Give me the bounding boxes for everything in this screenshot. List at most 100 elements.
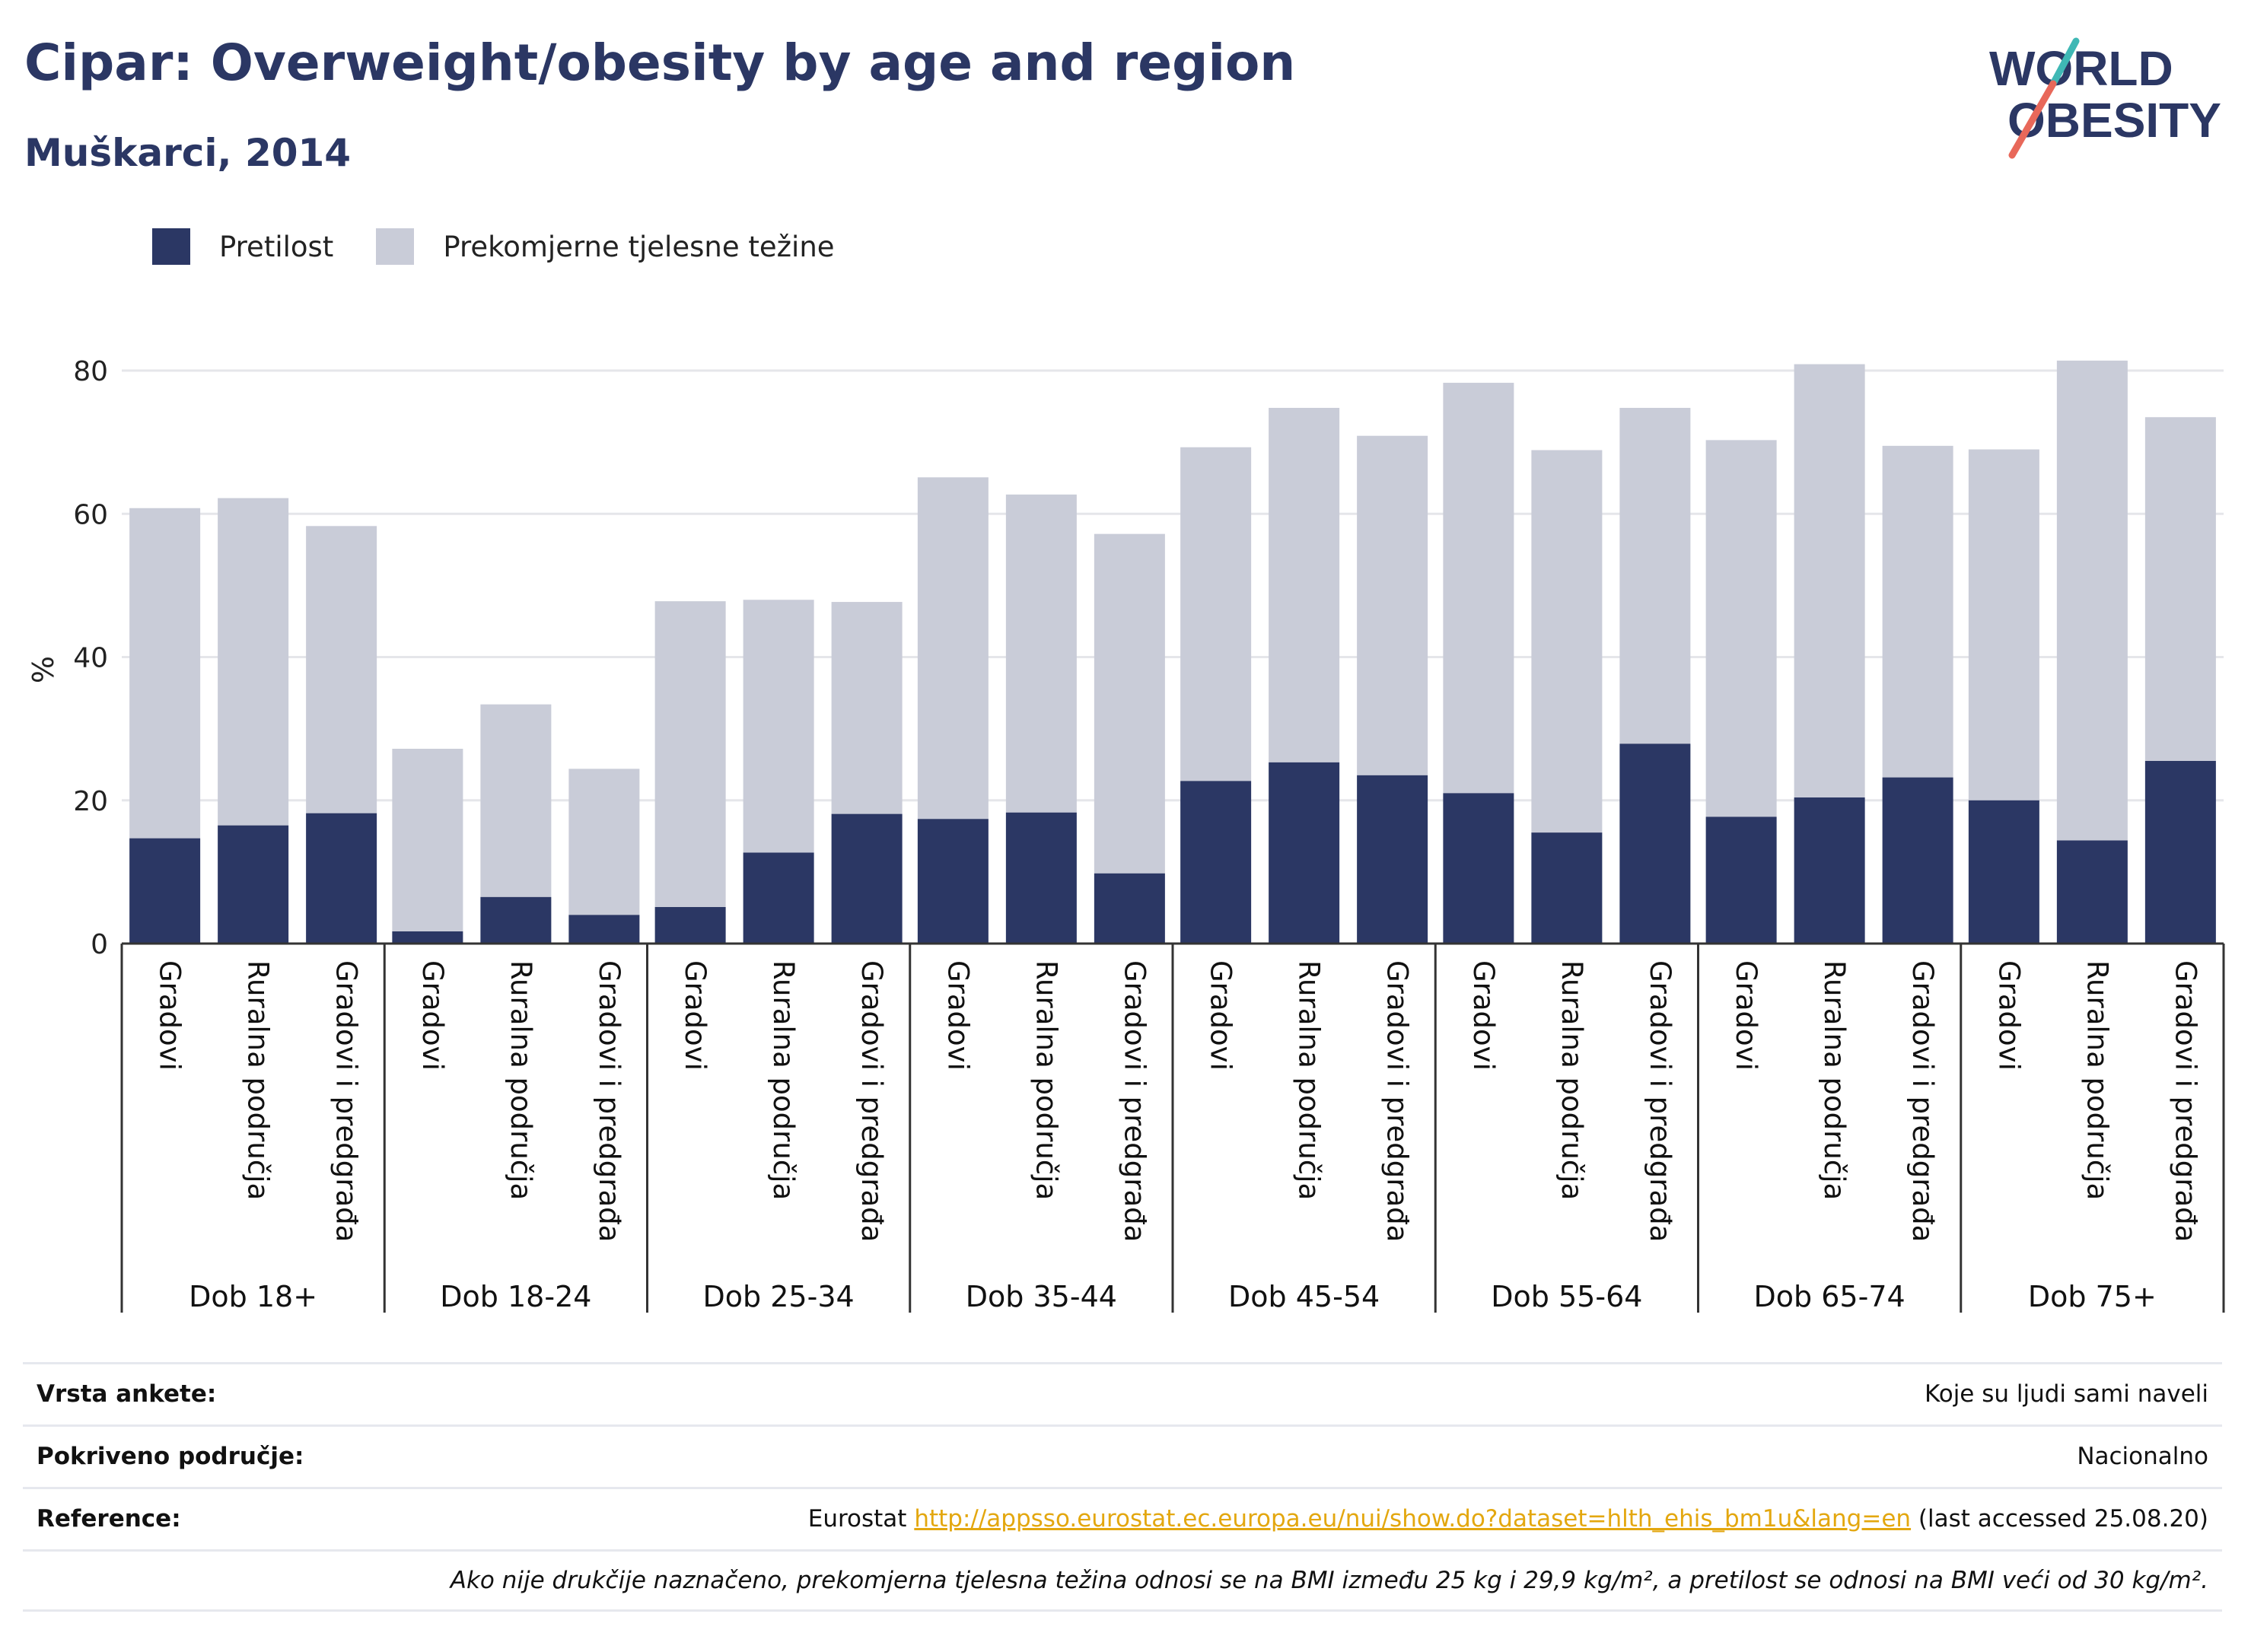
x-category-label: Gradovi [1467,960,1500,1071]
bar-overweight [1357,435,1428,775]
bar-overweight [2056,360,2128,841]
bar-obesity [1094,873,1165,944]
legend-item-overweight[interactable]: Prekomjerne tjelesne težine [376,228,835,265]
bar-overweight [568,769,640,915]
x-group-label: Dob 65-74 [1754,1280,1906,1313]
bar-obesity [480,896,552,944]
bar-obesity [1005,812,1077,944]
survey-type-value: Koje su ljudi sami naveli [1924,1380,2208,1408]
x-category-label: Gradovi [416,960,449,1071]
page-title: Cipar: Overweight/obesity by age and reg… [24,33,1296,92]
bar-obesity [1882,777,1953,944]
meta-row-coverage: Pokriveno područje: Nacionalno [23,1424,2222,1485]
y-tick-label: 0 [91,929,108,960]
bar-obesity [917,819,989,944]
x-category-label: Ruralna područja [2081,960,2113,1200]
bar-overweight [1005,494,1077,813]
reference-link[interactable]: http://appsso.eurostat.ec.europa.eu/nui/… [914,1504,1912,1533]
bar-obesity [1794,797,1865,944]
bar-overweight [1531,450,1603,833]
legend-label-obesity: Pretilost [219,230,334,263]
legend-swatch-overweight [376,228,415,265]
x-category-label: Gradovi [1205,960,1237,1071]
world-obesity-logo: WORLD OBESITY [1989,37,2221,159]
bar-overweight [1443,383,1514,794]
x-category-label: Gradovi i predgrađa [2169,960,2202,1242]
x-category-label: Gradovi i predgrađa [1381,960,1414,1242]
x-category-label: Ruralna područja [1293,960,1326,1200]
logo-accent-coral [2008,80,2057,159]
bar-obesity [654,907,726,944]
bar-obesity [1619,743,1691,944]
bar-obesity [1705,816,1777,944]
x-category-label: Gradovi [679,960,712,1071]
y-tick-label: 80 [73,356,108,387]
meta-row-reference: Reference: Eurostat http://appsso.eurost… [23,1487,2222,1548]
meta-row-survey-type: Vrsta ankete: Koje su ljudi sami naveli [23,1362,2222,1423]
x-group-label: Dob 75+ [2028,1280,2157,1313]
bar-obesity [1443,793,1514,944]
bar-overweight [1968,449,2039,801]
x-category-label: Ruralna područja [1555,960,1588,1200]
legend-label-overweight: Prekomjerne tjelesne težine [443,230,835,263]
bar-obesity [2144,761,2216,944]
bar-overweight [917,477,989,820]
logo-accent-teal [2049,37,2080,88]
bar-overweight [392,749,463,931]
x-category-label: Ruralna područja [767,960,800,1200]
reference-label: Reference: [37,1504,181,1533]
bar-overweight [1269,408,1340,762]
bar-obesity [218,825,289,944]
x-group-label: Dob 55-64 [1491,1280,1642,1313]
y-tick-label: 60 [73,499,108,530]
bar-overweight [1882,445,1953,778]
logo-line1: WORLD [1989,41,2173,96]
definition-note: Ako nije drukčije naznačeno, prekomjerna… [23,1549,2222,1612]
bar-overweight [831,602,903,814]
x-group-label: Dob 25-34 [703,1280,855,1313]
bar-obesity [1269,762,1340,944]
x-category-label: Gradovi i predgrađa [593,960,626,1242]
bar-obesity [1180,781,1252,944]
bar-overweight [654,601,726,907]
coverage-label: Pokriveno područje: [37,1442,304,1470]
x-group-label: Dob 18-24 [440,1280,591,1313]
page-subtitle: Muškarci, 2014 [24,131,352,175]
coverage-value: Nacionalno [2077,1442,2208,1470]
bar-obesity [568,915,640,944]
bar-obesity [392,931,463,944]
x-group-label: Dob 18+ [189,1280,317,1313]
x-category-label: Gradovi i predgrađa [1118,960,1151,1242]
legend-item-obesity[interactable]: Pretilost [152,228,333,265]
y-tick-label: 20 [73,786,108,817]
bar-overweight [1180,447,1252,781]
x-category-label: Gradovi [941,960,974,1071]
x-category-label: Ruralna područja [242,960,275,1200]
bar-overweight [2144,417,2216,761]
bar-overweight [218,498,289,826]
bar-obesity [1968,800,2039,944]
bar-overweight [743,600,814,853]
bar-overweight [1619,408,1691,744]
x-category-label: Gradovi i predgrađa [855,960,888,1242]
x-category-label: Ruralna područja [1030,960,1062,1200]
x-category-label: Gradovi i predgrađa [1906,960,1939,1242]
reference-prefix: Eurostat [807,1504,907,1533]
y-tick-label: 40 [73,643,108,674]
x-category-label: Gradovi i predgrađa [1644,960,1676,1242]
chart-legend: Pretilost Prekomjerne tjelesne težine [152,227,877,266]
bar-obesity [306,813,377,944]
bar-overweight [306,526,377,813]
y-axis-label: % [27,656,60,683]
legend-swatch-obesity [152,228,190,265]
bar-overweight [1705,440,1777,817]
bar-chart: 0 20 40 60 80% Gradovi Ruralna područja Gradovi… [27,356,2225,1313]
x-category-label: Ruralna područja [505,960,537,1200]
bar-obesity [129,838,201,944]
x-category-label: Ruralna područja [1818,960,1851,1200]
x-category-label: Gradovi i predgrađa [330,960,363,1242]
bar-overweight [1794,364,1865,797]
bar-obesity [2056,840,2128,944]
x-group-label: Dob 35-44 [966,1280,1117,1313]
x-category-label: Gradovi [1992,960,2025,1071]
